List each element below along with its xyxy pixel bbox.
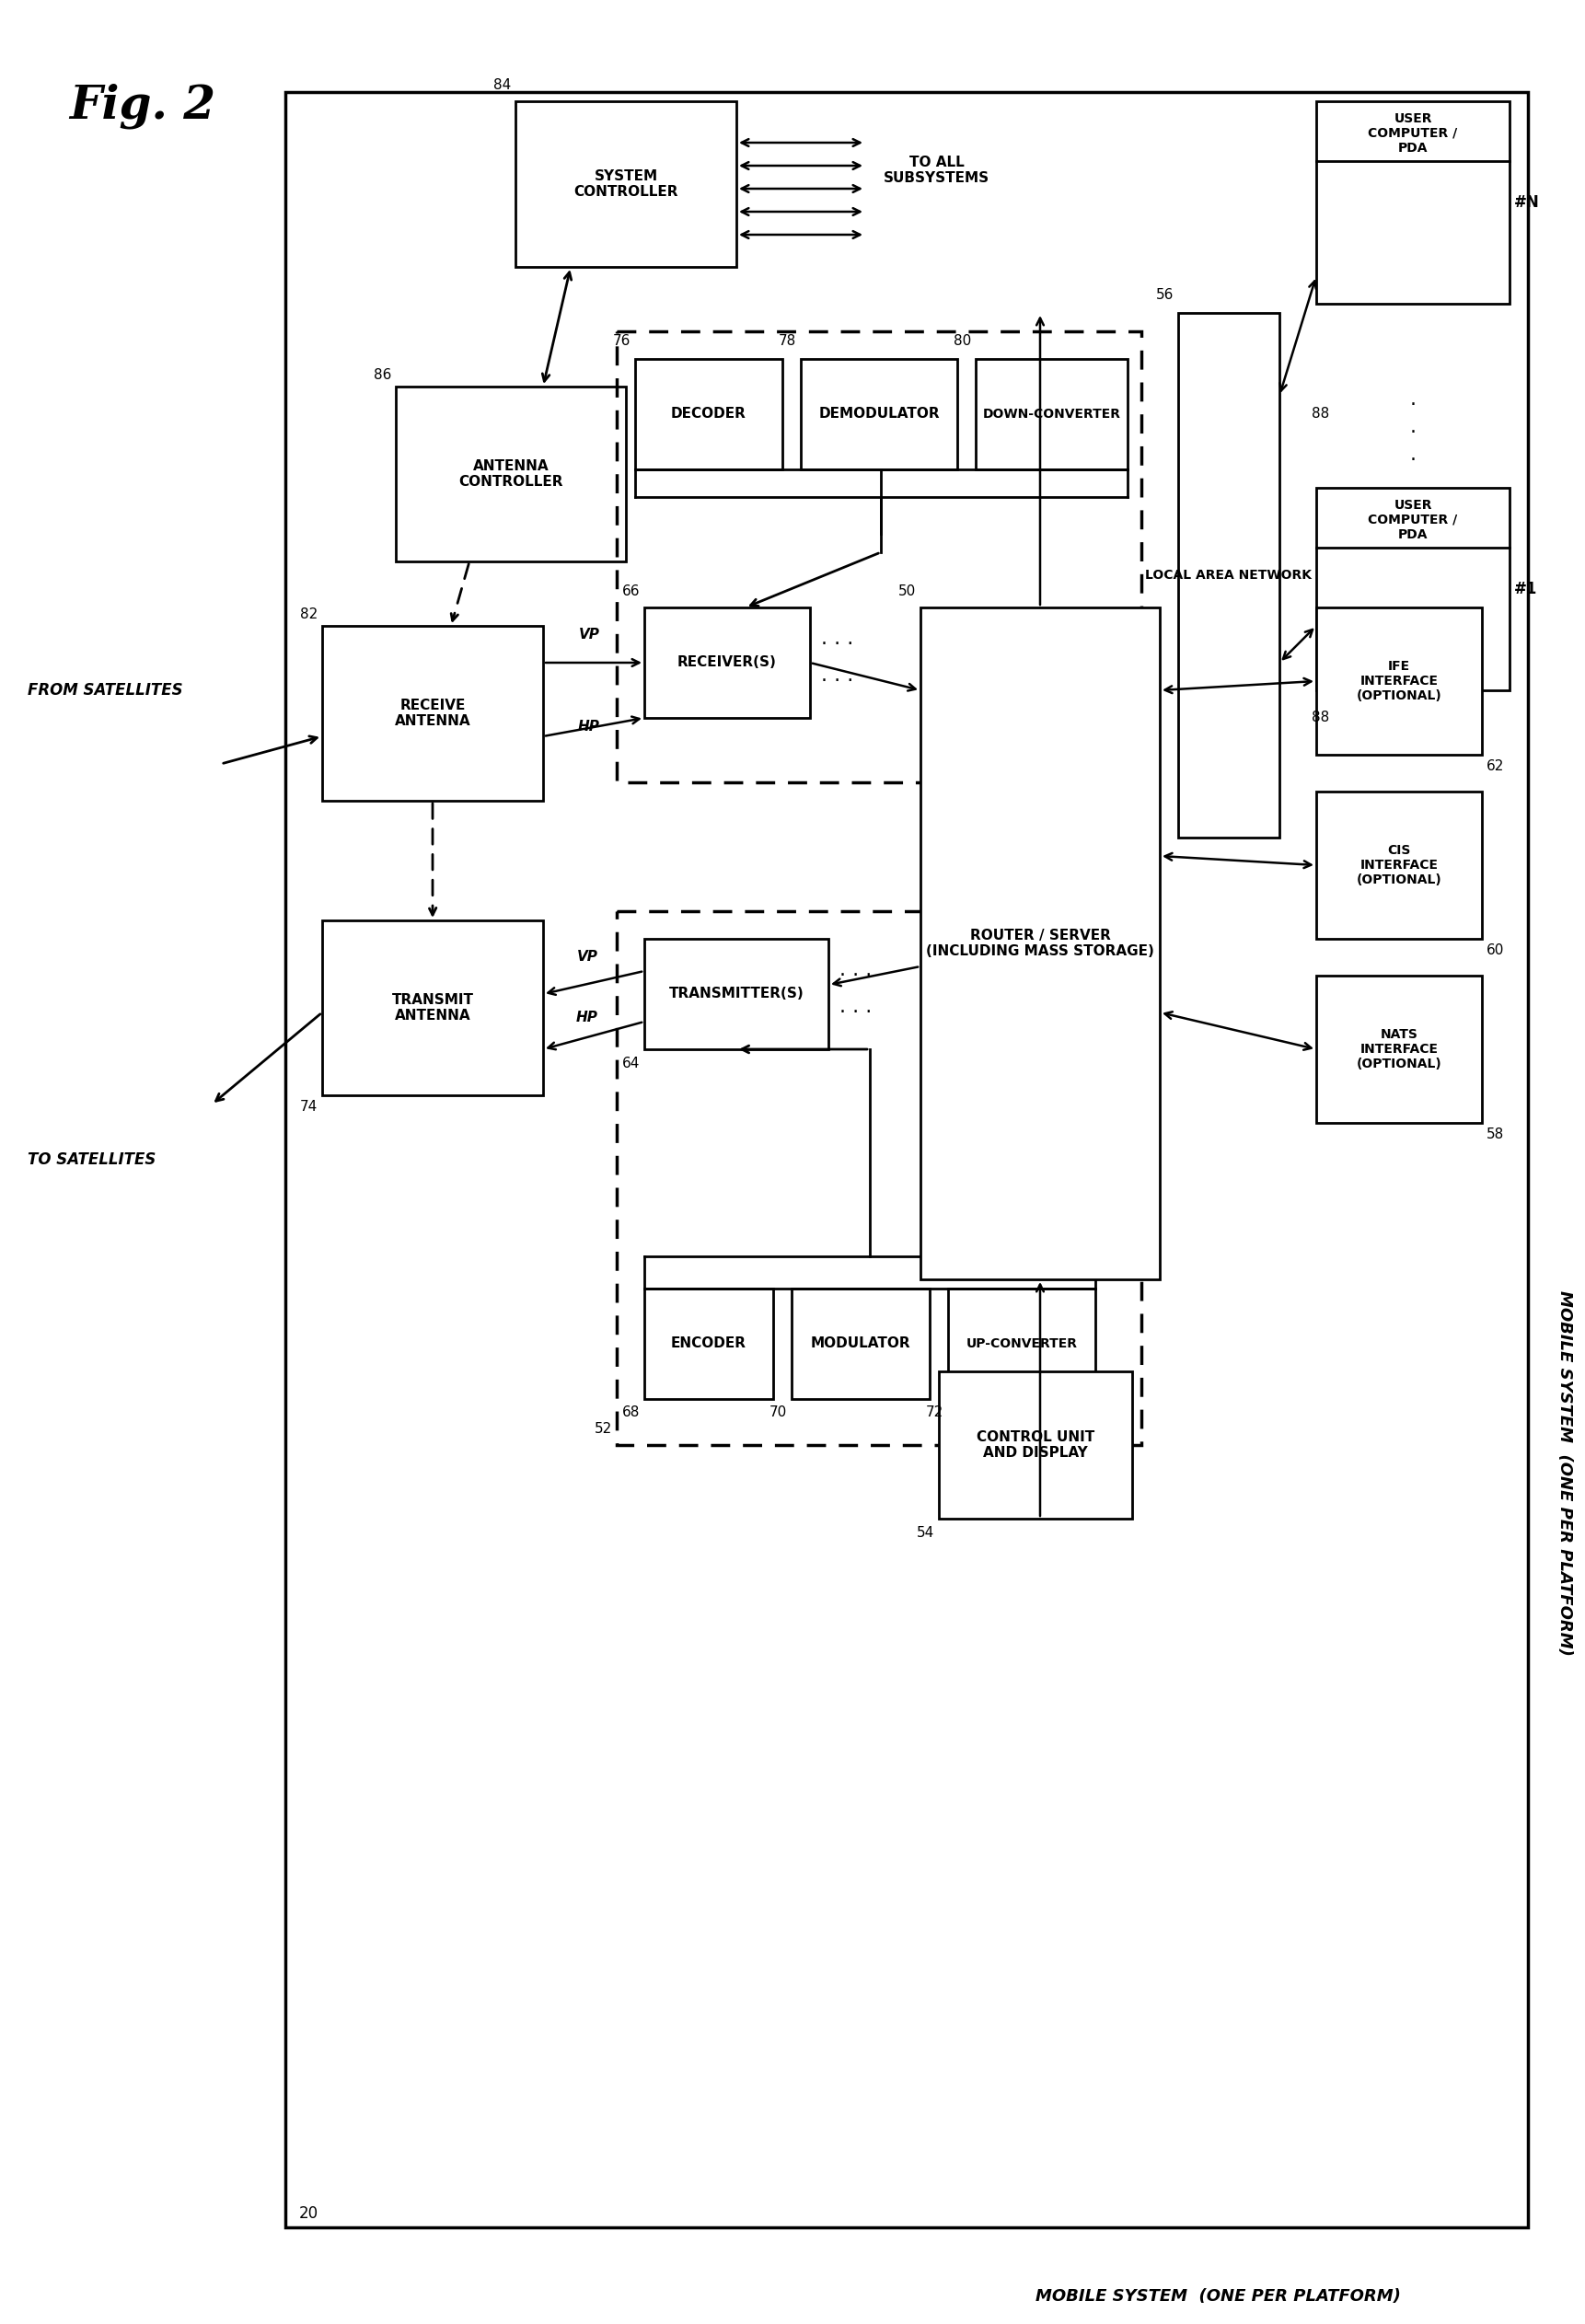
Bar	[636, 358, 783, 469]
Text: DECODER: DECODER	[670, 407, 747, 421]
Text: 20: 20	[300, 2205, 319, 2222]
Text: 68: 68	[621, 1406, 640, 1420]
Bar	[1316, 607, 1482, 755]
Text: · · ·: · · ·	[840, 1004, 872, 1023]
Text: 88: 88	[1312, 711, 1330, 725]
Text: RECEIVER(S): RECEIVER(S)	[677, 655, 777, 669]
Text: UP-CONVERTER: UP-CONVERTER	[965, 1336, 1078, 1350]
Text: MODULATOR: MODULATOR	[810, 1336, 911, 1350]
Text: #N: #N	[1514, 195, 1539, 211]
Text: HP: HP	[579, 720, 601, 734]
Bar	[617, 911, 1141, 1446]
Text: 60: 60	[1487, 944, 1504, 957]
Text: CIS
INTERFACE
(OPTIONAL): CIS INTERFACE (OPTIONAL)	[1357, 844, 1442, 885]
Text: · · ·: · · ·	[821, 672, 854, 690]
Text: 84: 84	[493, 79, 510, 93]
Text: 66: 66	[621, 583, 640, 597]
Text: VP: VP	[579, 627, 599, 641]
Text: 62: 62	[1487, 760, 1504, 774]
Text: DEMODULATOR: DEMODULATOR	[818, 407, 940, 421]
Text: 58: 58	[1487, 1127, 1504, 1141]
Bar	[938, 1371, 1132, 1518]
Bar	[800, 358, 957, 469]
Text: · · ·: · · ·	[821, 634, 854, 653]
Text: 82: 82	[300, 607, 317, 621]
Text: Fig. 2: Fig. 2	[70, 84, 216, 128]
Text: 88: 88	[1312, 407, 1330, 421]
Bar	[645, 939, 829, 1048]
Text: DOWN-CONVERTER: DOWN-CONVERTER	[983, 407, 1121, 421]
Text: · · ·: · · ·	[840, 967, 872, 985]
Bar	[396, 386, 626, 562]
Text: TRANSMITTER(S): TRANSMITTER(S)	[669, 988, 804, 1002]
Bar	[948, 1287, 1095, 1399]
Text: CONTROL UNIT
AND DISPLAY: CONTROL UNIT AND DISPLAY	[976, 1429, 1095, 1459]
Bar	[976, 358, 1127, 469]
Text: TRANSMIT
ANTENNA: TRANSMIT ANTENNA	[391, 992, 474, 1023]
Bar	[645, 1287, 773, 1399]
Bar	[1316, 488, 1509, 690]
Text: 86: 86	[374, 367, 391, 381]
Bar	[285, 93, 1528, 2226]
Text: 80: 80	[953, 335, 972, 349]
Text: 70: 70	[769, 1406, 788, 1420]
Text: IFE
INTERFACE
(OPTIONAL): IFE INTERFACE (OPTIONAL)	[1357, 660, 1442, 702]
Bar	[322, 625, 544, 802]
Text: MOBILE SYSTEM  (ONE PER PLATFORM): MOBILE SYSTEM (ONE PER PLATFORM)	[1035, 2289, 1401, 2305]
Text: RECEIVE
ANTENNA: RECEIVE ANTENNA	[395, 700, 471, 727]
Bar	[515, 102, 737, 267]
Bar	[1316, 976, 1482, 1122]
Text: ·: ·	[1409, 395, 1415, 414]
Text: NATS
INTERFACE
(OPTIONAL): NATS INTERFACE (OPTIONAL)	[1357, 1027, 1442, 1071]
Text: USER
COMPUTER /
PDA: USER COMPUTER / PDA	[1368, 500, 1458, 541]
Text: TO ALL
SUBSYSTEMS: TO ALL SUBSYSTEMS	[883, 156, 989, 186]
Text: MOBILE SYSTEM  (ONE PER PLATFORM): MOBILE SYSTEM (ONE PER PLATFORM)	[1556, 1290, 1572, 1655]
Text: ·: ·	[1409, 423, 1415, 442]
Text: ANTENNA
CONTROLLER: ANTENNA CONTROLLER	[458, 460, 563, 488]
Bar	[791, 1287, 930, 1399]
Text: 56: 56	[1155, 288, 1173, 302]
Bar	[322, 920, 544, 1095]
Text: FROM SATELLITES: FROM SATELLITES	[27, 681, 182, 700]
Text: TO SATELLITES: TO SATELLITES	[27, 1150, 155, 1169]
Text: ROUTER / SERVER
(INCLUDING MASS STORAGE): ROUTER / SERVER (INCLUDING MASS STORAGE)	[926, 930, 1154, 957]
Text: HP: HP	[577, 1011, 598, 1025]
Text: 78: 78	[778, 335, 796, 349]
Text: 54: 54	[916, 1527, 934, 1541]
Text: 74: 74	[300, 1099, 317, 1113]
Bar	[1316, 102, 1509, 304]
Text: ENCODER: ENCODER	[670, 1336, 747, 1350]
Text: USER
COMPUTER /
PDA: USER COMPUTER / PDA	[1368, 112, 1458, 156]
Text: 50: 50	[899, 583, 916, 597]
Text: 64: 64	[621, 1057, 640, 1071]
Bar	[617, 332, 1141, 783]
Text: #1: #1	[1514, 581, 1537, 597]
Text: 72: 72	[926, 1406, 943, 1420]
Bar	[645, 607, 810, 718]
Text: ·: ·	[1409, 451, 1415, 469]
Text: 52: 52	[594, 1422, 612, 1436]
Text: SYSTEM
CONTROLLER: SYSTEM CONTROLLER	[574, 170, 678, 200]
Bar	[1178, 314, 1279, 837]
Bar	[921, 607, 1160, 1278]
Text: LOCAL AREA NETWORK: LOCAL AREA NETWORK	[1146, 569, 1312, 581]
Text: VP: VP	[577, 951, 598, 964]
Bar	[1316, 792, 1482, 939]
Text: 76: 76	[613, 335, 631, 349]
